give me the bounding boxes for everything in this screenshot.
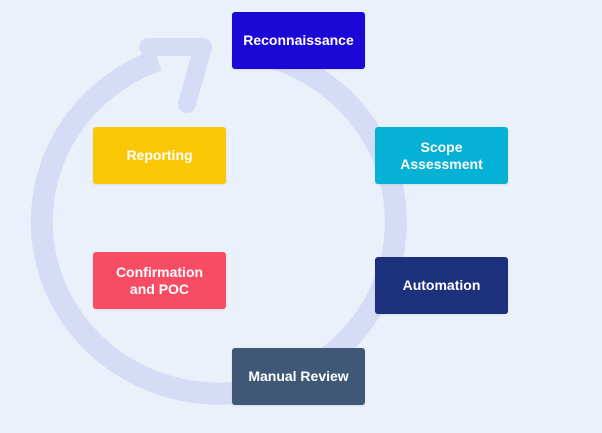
stage-scope-assessment: Scope Assessment xyxy=(375,127,508,184)
stage-automation-label: Automation xyxy=(402,277,481,293)
stage-reconnaissance: Reconnaissance xyxy=(232,12,365,69)
stage-scope-assessment-label: Scope Assessment xyxy=(400,138,483,172)
stage-reporting-label: Reporting xyxy=(126,147,193,163)
stage-confirmation-and-poc-label: Confirmation and POC xyxy=(115,263,204,297)
stage-automation: Automation xyxy=(375,257,508,314)
stage-reporting: Reporting xyxy=(93,127,226,184)
stage-confirmation-and-poc: Confirmation and POC xyxy=(93,252,226,309)
stage-manual-review-label: Manual Review xyxy=(248,368,349,384)
stage-manual-review: Manual Review xyxy=(232,348,365,405)
stage-reconnaissance-label: Reconnaissance xyxy=(243,32,354,48)
cycle-track xyxy=(30,39,407,405)
cycle-arrow-icon xyxy=(139,38,212,113)
